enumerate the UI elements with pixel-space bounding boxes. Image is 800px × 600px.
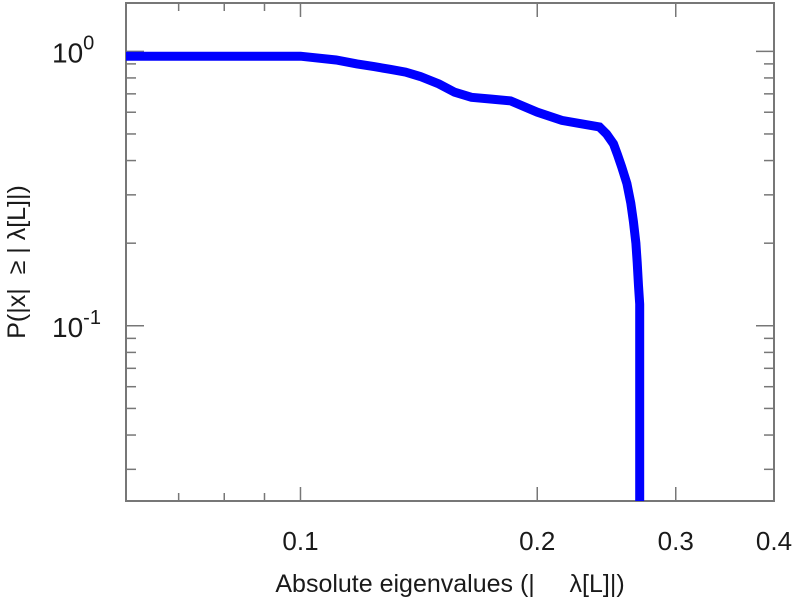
x-tick-label: 0.2 (519, 526, 555, 556)
y-tick-label: 10-1 (52, 307, 101, 343)
x-tick-label: 0.1 (282, 526, 318, 556)
series-line (126, 51, 645, 501)
axis-ticks (126, 3, 774, 501)
y-tick-base: 10 (52, 312, 83, 343)
x-tick-labels: 0.1 0.2 0.3 0.4 (282, 526, 792, 556)
series-layer (126, 51, 645, 501)
x-axis-label: Absolute eigenvalues (| λ[L]|) (275, 570, 624, 598)
y-tick-exponent: -1 (83, 307, 101, 329)
x-tick-label: 0.3 (658, 526, 694, 556)
y-tick-label: 100 (52, 32, 94, 68)
x-tick-label: 0.4 (756, 526, 792, 556)
y-tick-base: 10 (52, 37, 83, 68)
y-tick-exponent: 0 (83, 32, 94, 54)
plot-frame (125, 2, 775, 502)
y-axis-label: P(|x| ≥ | λ[L]|) (3, 185, 31, 339)
